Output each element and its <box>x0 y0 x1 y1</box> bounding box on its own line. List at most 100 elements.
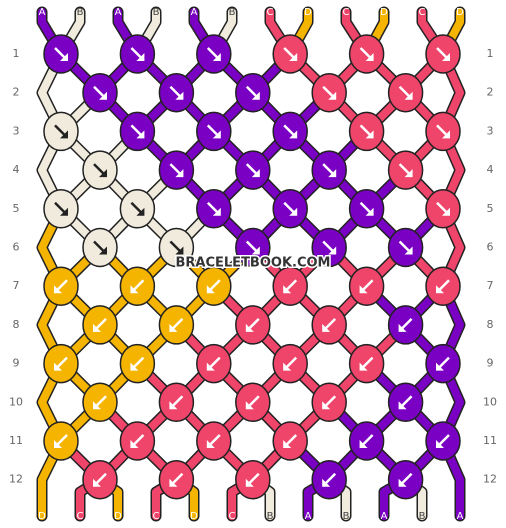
knot-arrowhead <box>93 323 101 332</box>
row-number: 6 <box>487 241 494 254</box>
knot-arrowhead <box>436 285 444 294</box>
string-top-label: A <box>191 7 198 18</box>
string-bottom-label: B <box>267 511 274 522</box>
knot-arrowhead <box>60 53 68 61</box>
knot-arrowhead <box>54 285 62 294</box>
knot-arrowhead <box>93 478 101 487</box>
knot-arrowhead <box>175 91 184 100</box>
row-number: 9 <box>487 357 494 370</box>
string-top-label: A <box>115 7 122 18</box>
knot-arrowhead <box>175 169 184 178</box>
row-number: 5 <box>487 202 494 215</box>
row-number: 1 <box>13 47 20 60</box>
knot-arrowhead <box>283 362 292 371</box>
string-bottom-label: C <box>153 511 160 522</box>
knot-arrowhead <box>442 207 450 216</box>
knot-arrowhead <box>245 323 254 332</box>
knot-arrowhead <box>365 53 374 61</box>
knot-arrowhead <box>130 362 139 371</box>
knot-arrowhead <box>322 323 331 332</box>
string-bottom-label: D <box>190 511 198 522</box>
string-bottom-label: A <box>381 511 388 522</box>
knot-arrowhead <box>251 169 260 178</box>
row-number: 9 <box>13 357 20 370</box>
row-number: 2 <box>13 86 20 99</box>
row-number: 4 <box>487 163 494 176</box>
knot-arrowhead <box>328 246 337 255</box>
string-top-label: A <box>39 7 46 18</box>
row-number: 11 <box>9 434 23 447</box>
row-number: 5 <box>13 202 20 215</box>
knot-arrowhead <box>60 130 68 139</box>
string-bottom-label: C <box>77 511 84 522</box>
row-number: 12 <box>483 473 497 486</box>
knot-arrowhead <box>322 401 331 410</box>
knot-arrowhead <box>404 169 413 178</box>
row-number: 3 <box>487 124 494 137</box>
knot-arrowhead <box>436 362 444 371</box>
row-number: 3 <box>13 124 20 137</box>
knot-arrowhead <box>175 246 184 255</box>
string-top-label: C <box>343 7 350 18</box>
knot-arrowhead <box>60 207 68 216</box>
string-bottom-label: B <box>419 511 426 522</box>
knot-arrowhead <box>169 401 178 410</box>
knot-arrowhead <box>404 246 413 255</box>
string-bottom-label: B <box>343 511 350 522</box>
row-number: 7 <box>487 279 494 292</box>
row-number: 10 <box>483 395 497 408</box>
string-top-label: D <box>456 7 464 18</box>
knot-arrowhead <box>251 91 260 100</box>
knot-arrowhead <box>169 478 178 487</box>
knot-arrowhead <box>289 53 298 61</box>
knot-arrowhead <box>206 285 215 294</box>
knot-arrowhead <box>251 246 260 255</box>
row-number: 4 <box>13 163 20 176</box>
knot-arrowhead <box>322 478 331 487</box>
knot-arrowhead <box>328 91 337 100</box>
knot-arrowhead <box>136 130 145 139</box>
knot-arrowhead <box>283 285 292 294</box>
row-number: 10 <box>9 395 23 408</box>
knot-arrowhead <box>54 440 62 448</box>
knot-arrowhead <box>245 478 254 487</box>
row-number: 2 <box>487 86 494 99</box>
row-number: 8 <box>487 318 494 331</box>
knot-arrowhead <box>169 323 178 332</box>
knot-arrowhead <box>99 169 107 178</box>
knot-arrowhead <box>359 440 368 448</box>
watermark: BRACELETBOOK.COM <box>176 256 331 271</box>
row-number: 7 <box>13 279 20 292</box>
string-top-label: B <box>77 7 84 18</box>
knot-arrowhead <box>398 323 407 332</box>
knot-arrowhead <box>212 130 221 139</box>
row-number: 1 <box>487 47 494 60</box>
knot-arrowhead <box>245 401 254 410</box>
knot-arrowhead <box>136 207 145 216</box>
knot-arrowhead <box>398 401 407 410</box>
row-number: 8 <box>13 318 20 331</box>
knot-arrowhead <box>130 440 139 448</box>
string-top-label: C <box>267 7 274 18</box>
row-number: 12 <box>9 473 23 486</box>
string-bottom-label: D <box>38 511 46 522</box>
knot-arrowhead <box>365 207 374 216</box>
knot-arrowhead <box>289 207 298 216</box>
knot-arrowhead <box>442 130 450 139</box>
knot-arrowhead <box>130 285 139 294</box>
knot-arrowhead <box>359 285 368 294</box>
knot-arrowhead <box>365 130 374 139</box>
knot-arrowhead <box>136 53 145 61</box>
row-number: 6 <box>13 241 20 254</box>
knot-arrowhead <box>54 362 62 371</box>
string-bottom-label: A <box>305 511 312 522</box>
knot-arrowhead <box>212 53 221 61</box>
knot-arrowhead <box>212 207 221 216</box>
string-top-label: B <box>153 7 160 18</box>
knot-arrowhead <box>99 91 107 100</box>
knot-arrowhead <box>436 440 444 448</box>
knot-arrowhead <box>93 401 101 410</box>
knot-arrowhead <box>404 91 413 100</box>
knot-arrowhead <box>206 362 215 371</box>
